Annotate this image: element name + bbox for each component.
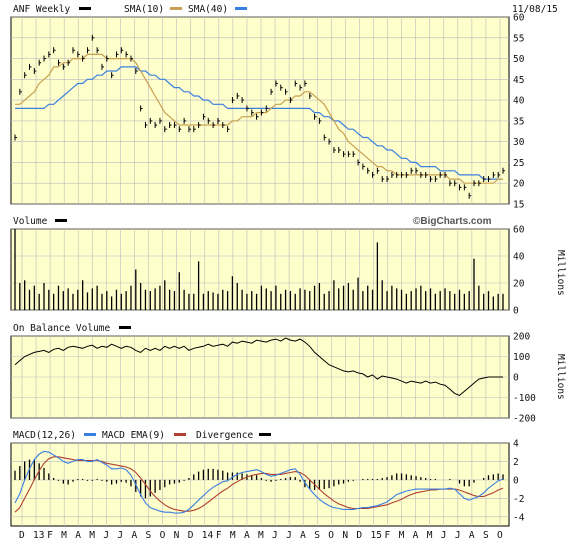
- x-tick-label: A: [131, 530, 137, 541]
- sma40-legend-swatch: [235, 7, 247, 10]
- divergence-label: Divergence: [196, 430, 253, 441]
- sma40-label: SMA(40): [188, 4, 228, 15]
- obv-legend-swatch: [119, 326, 131, 329]
- obv-label: On Balance Volume: [13, 323, 111, 334]
- macd-y-tick-label: -4: [513, 512, 525, 523]
- obv-line: [14, 337, 503, 396]
- x-tick-label: O: [160, 530, 166, 541]
- watermark: ©BigCharts.com: [413, 216, 492, 227]
- price-y-tick-label: 30: [513, 137, 525, 148]
- x-tick-label: N: [174, 530, 180, 541]
- date-label: 11/08/15: [512, 4, 558, 15]
- x-tick-label: O: [497, 530, 503, 541]
- volume-y-tick-label: 60: [513, 225, 525, 236]
- obv-unit-label: Millions: [555, 354, 566, 400]
- volume-unit-label: Millions: [555, 250, 566, 296]
- x-tick-label: 15: [370, 530, 381, 541]
- obv-y-tick-label: 0: [513, 373, 519, 384]
- macd-line: [14, 450, 504, 514]
- x-tick-label: D: [356, 530, 362, 541]
- macd-y-tick-label: 2: [513, 457, 519, 468]
- x-tick-label: J: [455, 530, 461, 541]
- chart-marks: [14, 34, 505, 514]
- symbol-legend-swatch: [79, 7, 91, 10]
- volume-y-tick-label: 20: [513, 279, 525, 290]
- price-y-tick-label: 20: [513, 179, 525, 190]
- macd-y-tick-label: 0: [513, 475, 519, 486]
- symbol-label: ANF Weekly: [13, 4, 70, 15]
- price-y-tick-label: 55: [513, 33, 524, 44]
- x-tick-label: A: [75, 530, 81, 541]
- x-tick-label: J: [441, 530, 447, 541]
- sma40-line: [15, 66, 503, 180]
- macd-legend-swatch: [84, 433, 96, 436]
- x-tick-label: J: [103, 530, 109, 541]
- x-tick-label: M: [230, 530, 236, 541]
- axis-ticks: D 13 F M A M J J A S O N D 14 F M A M J J A S O N D 15 F M A M J J A S O60…: [19, 13, 536, 542]
- x-tick-label: D: [19, 530, 25, 541]
- macd-ema-line: [14, 456, 504, 513]
- x-tick-label: M: [427, 530, 433, 541]
- x-tick-label: S: [146, 530, 152, 541]
- obv-y-tick-label: 200: [513, 332, 530, 343]
- x-tick-label: M: [258, 530, 264, 541]
- macd-y-tick-label: -2: [513, 494, 524, 505]
- price-panel: [10, 16, 510, 205]
- volume-panel: [10, 228, 510, 311]
- price-y-tick-label: 25: [513, 158, 524, 169]
- sma10-label: SMA(10): [124, 4, 164, 15]
- macd-y-tick-label: 4: [513, 439, 519, 450]
- x-tick-label: J: [286, 530, 292, 541]
- x-tick-label: J: [117, 530, 123, 541]
- volume-y-tick-label: 40: [513, 252, 525, 263]
- x-tick-label: O: [328, 530, 334, 541]
- x-tick-label: J: [272, 530, 278, 541]
- x-tick-label: S: [483, 530, 489, 541]
- x-tick-label: D: [188, 530, 194, 541]
- volume-legend-swatch: [55, 219, 67, 222]
- macd-ema-legend-swatch: [174, 433, 186, 436]
- macd-panel: [10, 442, 510, 527]
- macd-ema-label: MACD EMA(9): [102, 430, 165, 441]
- obv-y-tick-label: 100: [513, 352, 530, 363]
- price-y-tick-label: 35: [513, 116, 524, 127]
- price-y-tick-label: 50: [513, 54, 525, 65]
- price-y-tick-label: 45: [513, 75, 524, 86]
- x-tick-label: A: [244, 530, 250, 541]
- price-y-tick-label: 40: [513, 96, 525, 107]
- volume-label: Volume: [13, 216, 48, 227]
- x-tick-label: M: [89, 530, 95, 541]
- volume-y-tick-label: 0: [513, 306, 519, 317]
- price-y-tick-label: 15: [513, 200, 524, 211]
- x-tick-label: M: [399, 530, 405, 541]
- x-tick-label: F: [216, 530, 222, 541]
- grid-lines: [11, 16, 509, 526]
- x-tick-label: F: [47, 530, 53, 541]
- obv-y-tick-label: -200: [513, 414, 536, 425]
- macd-label: MACD(12,26): [13, 430, 76, 441]
- divergence-legend-swatch: [259, 433, 271, 436]
- obv-y-tick-label: -100: [513, 393, 536, 404]
- x-tick-label: A: [413, 530, 419, 541]
- sma10-legend-swatch: [170, 7, 182, 10]
- x-tick-label: S: [314, 530, 320, 541]
- x-tick-label: M: [61, 530, 67, 541]
- price-y-tick-label: 60: [513, 13, 525, 24]
- x-tick-label: N: [342, 530, 348, 541]
- x-tick-label: F: [385, 530, 391, 541]
- x-tick-label: A: [469, 530, 475, 541]
- x-tick-label: A: [300, 530, 306, 541]
- x-tick-label: 14: [202, 530, 214, 541]
- x-tick-label: 13: [33, 530, 44, 541]
